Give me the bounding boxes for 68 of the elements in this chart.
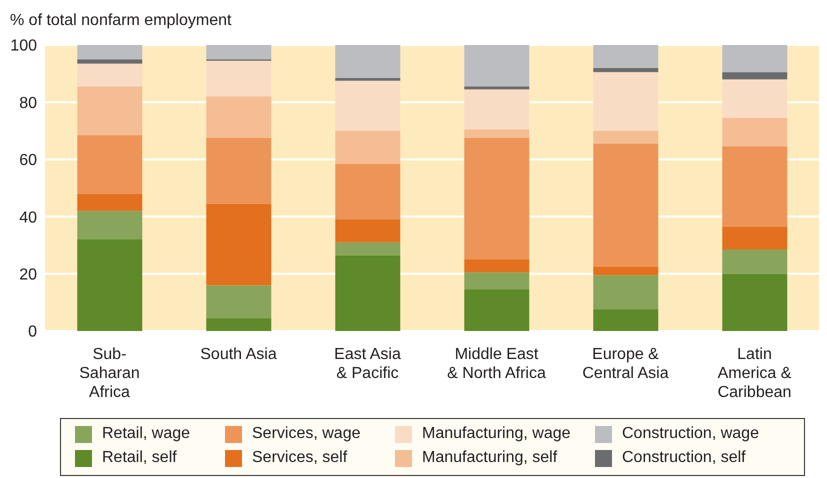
bar — [722, 226, 788, 250]
y-tick-label: 60 — [19, 152, 38, 170]
bar — [77, 135, 142, 194]
bar — [335, 242, 400, 256]
bar — [722, 249, 788, 274]
y-axis-title: % of total nonfarm employment — [10, 12, 232, 30]
legend-label: Manufacturing, self — [422, 449, 558, 467]
bar — [206, 204, 272, 286]
bar — [593, 130, 658, 144]
x-tick-label: South Asia — [200, 346, 277, 363]
bar — [206, 60, 272, 96]
bar — [593, 310, 658, 331]
y-tick-label: 20 — [19, 266, 38, 284]
y-tick-label: 100 — [10, 38, 38, 55]
bar — [77, 64, 142, 86]
x-tick-label: Latin America & Caribbean — [718, 346, 792, 401]
legend-label: Retail, wage — [102, 425, 190, 443]
bar — [464, 45, 530, 86]
bar — [77, 210, 142, 240]
bar — [593, 144, 658, 267]
bar — [206, 45, 272, 60]
bar — [464, 129, 530, 138]
legend-label: Services, wage — [252, 425, 360, 443]
legend-label: Services, self — [252, 449, 348, 467]
bar — [335, 45, 400, 78]
x-tick-label: Middle East & North Africa — [447, 346, 546, 382]
bar — [464, 89, 530, 130]
bar — [593, 45, 658, 68]
bar — [593, 275, 658, 310]
bar — [335, 219, 400, 242]
bar — [464, 272, 530, 290]
bar — [206, 96, 272, 138]
bar — [464, 260, 530, 272]
bar — [722, 274, 788, 331]
bar — [722, 72, 788, 80]
bar — [335, 130, 400, 164]
bar — [335, 78, 400, 81]
y-tick-label: 40 — [19, 209, 38, 226]
legend-label: Manufacturing, wage — [422, 425, 571, 443]
bar — [335, 255, 400, 331]
bar — [722, 45, 788, 72]
y-tick-label: 80 — [19, 94, 38, 112]
legend-label: Construction, self — [622, 449, 746, 467]
legend-label: Construction, wage — [622, 425, 759, 443]
bar — [335, 80, 400, 131]
bar — [206, 138, 272, 204]
bar — [206, 318, 272, 331]
bar — [206, 285, 272, 318]
bar — [77, 59, 142, 64]
x-tick-label: East Asia & Pacific — [334, 346, 401, 382]
bar — [77, 194, 142, 211]
bar — [722, 118, 788, 147]
x-tick-label: Europe & Central Asia — [582, 346, 669, 382]
bar — [77, 45, 142, 60]
bar — [335, 164, 400, 220]
bar — [77, 86, 142, 136]
bar — [464, 86, 530, 90]
x-tick-label: Sub- Saharan Africa — [79, 346, 140, 401]
bar — [593, 72, 658, 131]
bar — [464, 290, 530, 331]
bar — [464, 138, 530, 260]
bar — [593, 68, 658, 72]
bar — [77, 239, 142, 331]
y-tick-label: 0 — [28, 324, 38, 341]
legend-label: Retail, self — [102, 449, 177, 467]
bar — [722, 79, 788, 118]
bar — [593, 266, 658, 276]
bar — [722, 146, 788, 227]
